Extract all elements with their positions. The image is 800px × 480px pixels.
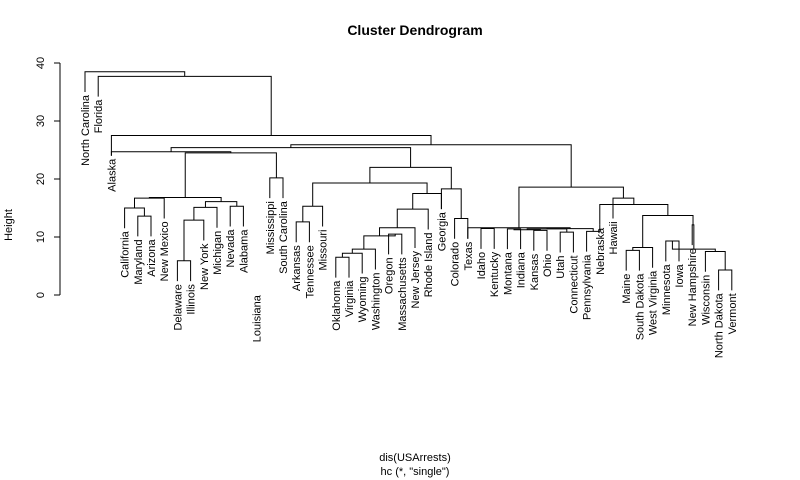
- dendrogram-merge: [559, 231, 574, 253]
- leaf-label: Maine: [621, 274, 633, 304]
- leaf-label: Colorado: [450, 242, 462, 287]
- y-axis: 0 10 20 30 40: [35, 57, 61, 298]
- leaf-label: Delaware: [172, 284, 184, 330]
- dendrogram-merge: [379, 227, 416, 249]
- leaf-label: Mississippi: [265, 201, 277, 254]
- leaf-label: Louisiana: [252, 294, 264, 342]
- dendrogram-merge: [269, 177, 284, 199]
- leaf-label: Florida: [93, 99, 105, 134]
- dendrogram-merge: [290, 144, 572, 188]
- dendrogram-merge: [312, 182, 428, 207]
- dendrogram-merge: [369, 166, 452, 189]
- dendrogram-merge: [396, 208, 429, 230]
- dendrogram-merge: [351, 248, 376, 270]
- dendrogram-merge: [193, 206, 218, 228]
- leaf-label: Kentucky: [489, 251, 501, 297]
- dendrogram-merge: [335, 256, 350, 278]
- dendrogram-merge: [137, 215, 152, 237]
- dendrogram-merge: [612, 197, 635, 219]
- leaf-label: New Jersey: [410, 251, 422, 309]
- leaf-label: Michigan: [212, 231, 224, 275]
- dendrogram-merge: [533, 229, 548, 251]
- leaf-labels: North Carolina Florida Alaska California Mar…: [80, 94, 739, 358]
- leaf-label: North Dakota: [714, 292, 726, 358]
- leaf-label: West Virginia: [648, 270, 660, 335]
- leaf-label: Rhode Island: [423, 232, 435, 297]
- leaf-label: Arkansas: [291, 245, 303, 291]
- leaf-label: Nevada: [225, 229, 237, 268]
- leaf-label: Arizona: [146, 239, 158, 277]
- leaf-label: New York: [199, 243, 211, 290]
- leaf-label: New Hampshire: [687, 248, 699, 326]
- leaf-label: Oklahoma: [331, 280, 343, 331]
- y-tick-label: 20: [35, 173, 47, 185]
- leaf-label: Iowa: [674, 263, 686, 287]
- dendrogram-merge: [704, 251, 726, 272]
- y-axis-label: Height: [3, 209, 15, 241]
- leaf-label: Ohio: [542, 254, 554, 277]
- leaf-label: Wyoming: [357, 277, 369, 323]
- dendrogram-merge: [170, 147, 412, 168]
- leaf-label: New Mexico: [159, 221, 171, 281]
- leaf-label: Kansas: [529, 253, 541, 290]
- leaf-label: Washington: [370, 272, 382, 330]
- dendrogram-merge: [506, 228, 522, 250]
- dendrogram-merge: [97, 75, 272, 136]
- dendrogram-merge: [341, 252, 363, 274]
- dendrogram-merge: [229, 205, 244, 227]
- leaf-label: Hawaii: [608, 221, 620, 254]
- y-tick-label: 10: [35, 231, 47, 243]
- leaf-label: Tennessee: [304, 245, 316, 298]
- leaf-label: Vermont: [727, 293, 739, 334]
- leaf-label: South Dakota: [634, 273, 646, 341]
- dendrogram-merge: [184, 152, 277, 198]
- dendrogram-merge: [625, 249, 640, 271]
- leaf-label: Alaska: [106, 158, 118, 192]
- leaf-label: Montana: [502, 251, 514, 295]
- leaf-label: Wisconsin: [700, 275, 712, 325]
- dendrogram-merge: [718, 269, 733, 291]
- dendrogram-merge: [176, 260, 192, 282]
- leaf-label: Illinois: [186, 284, 198, 315]
- leaf-label: Indiana: [516, 251, 528, 288]
- dendrogram-merge: [642, 215, 694, 248]
- leaf-label: Pennsylvania: [582, 254, 594, 320]
- y-tick-label: 40: [35, 57, 47, 69]
- dendrogram-merge: [110, 151, 232, 156]
- leaf-label: Texas: [463, 241, 475, 270]
- leaf-label: Minnesota: [661, 263, 673, 315]
- leaf-label: Georgia: [436, 211, 448, 251]
- leaf-label: California: [120, 230, 132, 277]
- leaf-label: Missouri: [318, 230, 330, 271]
- dendrogram-merge: [388, 233, 403, 255]
- leaf-label: Massachusetts: [397, 257, 409, 331]
- x-axis-label: dis(USArrests): [379, 452, 451, 464]
- dendrogram-merge: [454, 217, 469, 239]
- chart-title: Cluster Dendrogram: [347, 22, 482, 38]
- dendrogram-merge: [124, 207, 145, 229]
- dendrogram-merge: [84, 71, 186, 92]
- leaf-label: Utah: [555, 255, 567, 278]
- y-tick-label: 0: [35, 292, 47, 298]
- leaf-label: Oregon: [384, 257, 396, 294]
- leaf-label: Connecticut: [568, 255, 580, 313]
- chart-subtitle: hc (*, "single"): [381, 466, 450, 478]
- leaf-label: Virginia: [344, 280, 356, 317]
- leaf-label: North Carolina: [80, 94, 92, 166]
- dendrogram-merge: [412, 193, 442, 210]
- dendrogram-merge: [302, 205, 324, 227]
- leaf-label: South Carolina: [278, 200, 290, 274]
- leaf-label: Maryland: [133, 239, 145, 284]
- dendrogram-merge: [691, 224, 695, 250]
- leaf-label: Alabama: [238, 229, 250, 273]
- y-tick-label: 30: [35, 115, 47, 127]
- leaf-label: Idaho: [476, 252, 488, 280]
- dendrogram-merge: [480, 228, 495, 249]
- dendrogram-merge: [295, 221, 310, 243]
- leaf-label: Nebraska: [595, 227, 607, 275]
- dendrogram-links: [84, 71, 733, 291]
- dendrogram-merge: [363, 234, 396, 250]
